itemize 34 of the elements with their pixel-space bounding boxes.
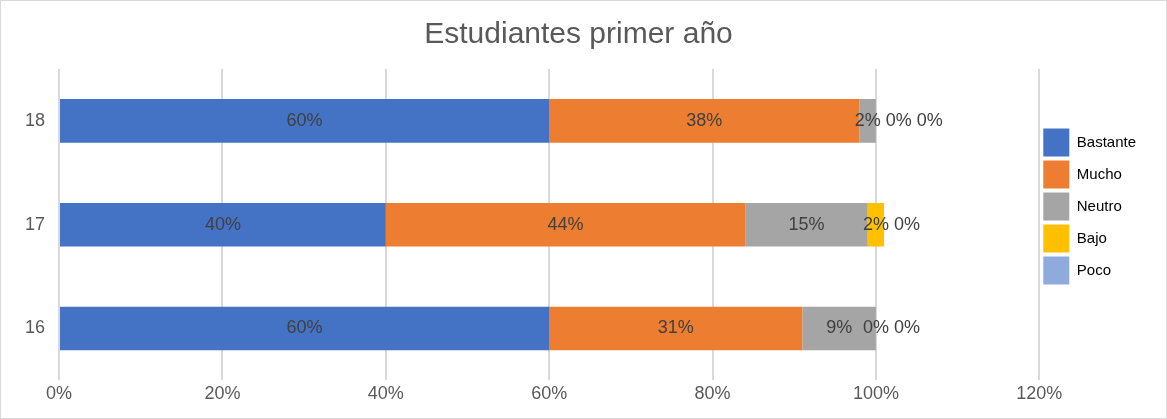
data-label: 0% [893, 317, 920, 338]
legend-label: Poco [1076, 260, 1111, 278]
legend-label: Neutro [1076, 196, 1122, 214]
data-label: 0% [916, 109, 943, 130]
data-label: 60% [286, 109, 323, 130]
x-tick-label: 60% [531, 383, 568, 404]
data-label: 60% [286, 317, 323, 338]
bar [385, 202, 746, 247]
y-tick-label: 18 [24, 109, 46, 130]
bar [60, 202, 386, 247]
bar [60, 99, 550, 143]
bar [60, 306, 550, 351]
legend-label: Bajo [1076, 228, 1107, 246]
data-label: 40% [204, 213, 241, 234]
legend-label: Bastante [1076, 132, 1137, 150]
x-tick-label: 80% [694, 383, 731, 404]
data-label: 9% [826, 317, 853, 338]
chart-title: Estudiantes primer año [424, 16, 733, 50]
data-label: 0% [893, 213, 920, 234]
bar [549, 306, 803, 351]
data-label: 31% [657, 317, 694, 338]
data-label: 0% [862, 317, 889, 338]
y-tick-label: 17 [24, 213, 46, 234]
data-label: 38% [686, 109, 723, 130]
data-label: 15% [788, 213, 825, 234]
x-tick-label: 100% [852, 383, 899, 404]
x-tick-label: 20% [204, 383, 241, 404]
data-label: 44% [547, 213, 584, 234]
y-tick-label: 16 [24, 317, 46, 338]
x-tick-label: 40% [367, 383, 404, 404]
x-tick-label: 0% [46, 383, 73, 404]
x-tick-label: 120% [1016, 383, 1063, 404]
data-label: 0% [885, 109, 912, 130]
legend-label: Mucho [1076, 164, 1122, 182]
